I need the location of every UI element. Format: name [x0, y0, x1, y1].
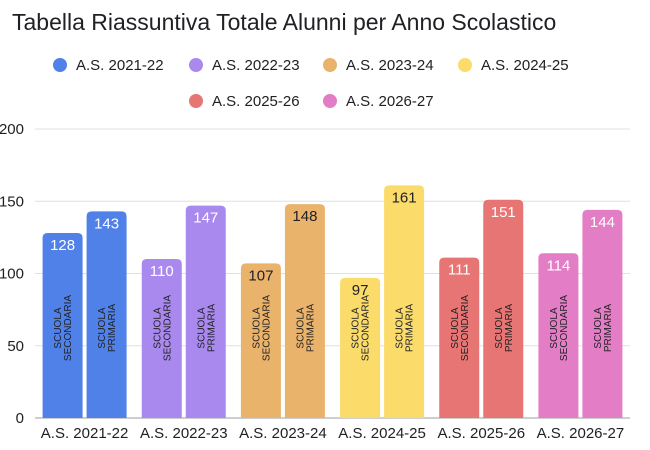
y-tick-label: 100 — [0, 266, 24, 283]
bar-category-label-line: SCUOLA — [395, 307, 406, 348]
bar-category-label-line: SCUOLA — [53, 307, 64, 348]
legend-swatch — [323, 58, 337, 72]
bar-category-label: SCUOLA PRIMARIA — [196, 304, 217, 353]
x-category-label: A.S. 2025-26 — [437, 425, 525, 442]
bar-category-label-line: SCUOLA — [351, 307, 362, 348]
bar-category-label-line: PRIMARIA — [305, 304, 316, 353]
bar-category-label-line: SECONDARIA — [559, 295, 570, 361]
bar-category-label-line: SECONDARIA — [63, 295, 74, 361]
bar-value-label: 151 — [491, 204, 516, 221]
bar-primaria — [582, 209, 623, 418]
bar-category-label-line: SECONDARIA — [460, 295, 471, 361]
bar-primaria — [483, 199, 524, 418]
bar-category-label: SCUOLA PRIMARIA — [97, 304, 118, 353]
grid: 0 50 100 150 200 — [0, 121, 630, 427]
legend-label: A.S. 2025-26 — [212, 93, 300, 110]
bar-category-label: SCUOLA SECONDARIA — [152, 295, 173, 361]
legend-label: A.S. 2026-27 — [346, 93, 434, 110]
bar-category-label-line: SCUOLA — [549, 307, 560, 348]
bar-category-label-line: PRIMARIA — [206, 304, 217, 353]
y-tick-label: 0 — [16, 410, 24, 427]
bar-category-label-line: PRIMARIA — [603, 304, 614, 353]
bar-value-label: 161 — [392, 189, 417, 206]
legend-swatch — [189, 58, 203, 72]
bar-value-label: 97 — [352, 282, 369, 299]
bar-category-label: SCUOLA PRIMARIA — [494, 304, 515, 353]
bar-category-label-line: PRIMARIA — [107, 304, 118, 353]
bar-category-label-line: SCUOLA — [251, 307, 262, 348]
bar-value-label: 110 — [150, 263, 174, 280]
legend-swatch — [189, 94, 203, 108]
bar-value-label: 143 — [94, 215, 119, 232]
bar-category-label-line: SCUOLA — [494, 307, 505, 348]
bar-category-label-line: SCUOLA — [152, 307, 163, 348]
bar-category-label: SCUOLA PRIMARIA — [295, 304, 316, 353]
bar-primaria — [284, 204, 325, 418]
bar-category-label-line: SECONDARIA — [162, 295, 173, 361]
bar-category-label-line: SCUOLA — [196, 307, 207, 348]
bar-value-label: 128 — [50, 237, 75, 254]
bar-secondaria — [439, 257, 480, 418]
bar-primaria — [86, 211, 127, 418]
legend-swatch — [53, 58, 67, 72]
bar-value-label: 144 — [590, 214, 615, 231]
bar-category-label-line: SCUOLA — [450, 307, 461, 348]
legend-swatch — [323, 94, 337, 108]
bar-category-label-line: SCUOLA — [295, 307, 306, 348]
x-category-label: A.S. 2022-23 — [140, 425, 228, 442]
bar-primaria — [185, 205, 226, 418]
x-axis-labels: A.S. 2021-22 A.S. 2022-23 A.S. 2023-24 A.S.… — [41, 425, 624, 442]
bar-value-label: 107 — [248, 267, 273, 284]
x-category-label: A.S. 2024-25 — [338, 425, 426, 442]
bar-category-label: SCUOLA SECONDARIA — [549, 295, 570, 361]
legend-label: A.S. 2023-24 — [346, 57, 434, 74]
bar-value-label: 147 — [193, 210, 218, 227]
legend-swatch — [458, 58, 472, 72]
bar-category-label: SCUOLA PRIMARIA — [593, 304, 614, 353]
bar-category-label-line: PRIMARIA — [405, 304, 416, 353]
bar-category-label-line: PRIMARIA — [504, 304, 515, 353]
bar-value-label: 114 — [546, 257, 570, 274]
y-tick-label: 50 — [7, 338, 24, 355]
bar-secondaria — [42, 233, 83, 418]
x-category-label: A.S. 2021-22 — [41, 425, 129, 442]
legend-label: A.S. 2021-22 — [76, 57, 164, 74]
bar-category-label-line: SECONDARIA — [261, 295, 272, 361]
bar-category-label: SCUOLA SECONDARIA — [351, 295, 372, 361]
bar-category-label: SCUOLA PRIMARIA — [395, 304, 416, 353]
bar-value-label: 148 — [292, 208, 317, 225]
bar-secondaria — [141, 259, 182, 418]
bar-secondaria — [340, 277, 381, 418]
bar-category-label-line: SCUOLA — [593, 307, 604, 348]
x-category-label: A.S. 2026-27 — [537, 425, 625, 442]
bar-value-label: 111 — [448, 262, 471, 279]
legend-label: A.S. 2022-23 — [212, 57, 300, 74]
y-tick-label: 150 — [0, 193, 24, 210]
bar-category-label: SCUOLA SECONDARIA — [450, 295, 471, 361]
legend-label: A.S. 2024-25 — [481, 57, 569, 74]
bar-category-label: SCUOLA SECONDARIA — [251, 295, 272, 361]
bar-primaria — [384, 185, 425, 418]
legend: A.S. 2021-22 A.S. 2022-23 A.S. 2023-24 A.S.… — [53, 57, 569, 110]
x-category-label: A.S. 2023-24 — [239, 425, 327, 442]
bar-category-label-line: SECONDARIA — [361, 295, 372, 361]
y-tick-label: 200 — [0, 121, 24, 138]
bar-category-label-line: SCUOLA — [97, 307, 108, 348]
bar-category-label: SCUOLA SECONDARIA — [53, 295, 74, 361]
chart-title: Tabella Riassuntiva Totale Alunni per An… — [12, 9, 556, 35]
bar-secondaria — [538, 253, 579, 418]
bar-secondaria — [240, 263, 281, 418]
